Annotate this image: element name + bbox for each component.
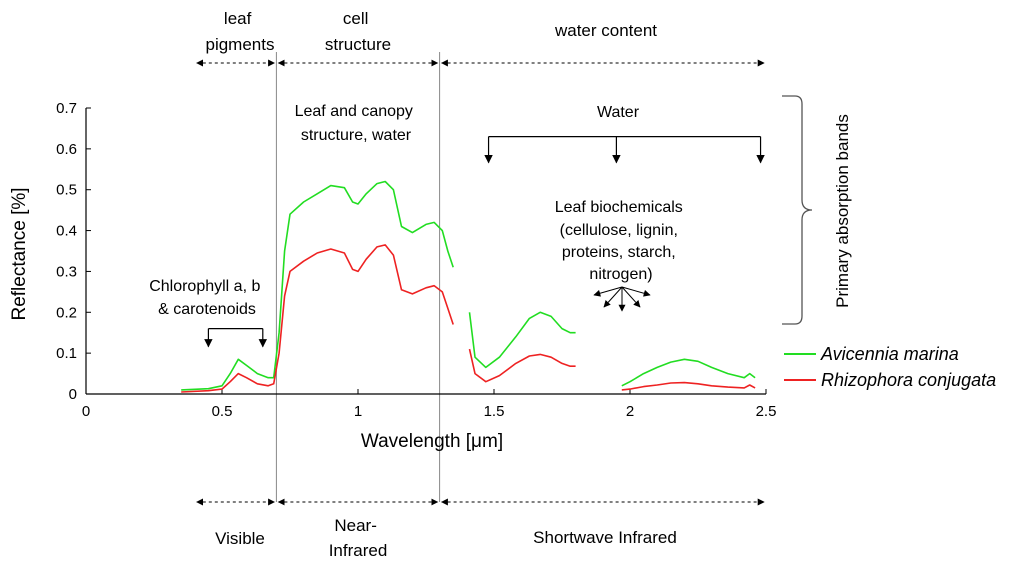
biochemicals-arrow: [621, 286, 651, 297]
series-line-avicennia: [181, 180, 454, 391]
y-axis-title: Reflectance [%]: [9, 187, 30, 320]
annotation-primary-absorption: Primary absorption bands: [833, 114, 852, 308]
biochemicals-arrows: [593, 286, 651, 312]
legend-label-avicennia: Avicennia marina: [820, 344, 959, 364]
y-axis-ticks: 0 0.1 0.2 0.3 0.4 0.5 0.6 0.7: [56, 100, 91, 403]
bottom-region-labels: Visible Near- Infrared Shortwave Infrare…: [215, 516, 677, 560]
x-tick-label: 2.5: [756, 403, 777, 420]
y-tick-label: 0.4: [56, 223, 77, 240]
x-axis-title: Wavelength [μm]: [361, 431, 503, 452]
region-label-water-content: water content: [554, 21, 657, 40]
legend-label-rhizophora: Rhizophora conjugata: [821, 370, 996, 390]
annotations: Leaf and canopy structure, water Water L…: [149, 95, 852, 348]
x-tick-label: 2: [626, 403, 634, 420]
y-tick-label: 0.5: [56, 182, 77, 199]
biochemicals-arrow: [621, 286, 641, 308]
water-bracket: [484, 136, 765, 164]
series-lines: [181, 180, 756, 393]
legend: Avicennia marina Rhizophora conjugata: [784, 344, 996, 390]
region-label-near-infrared: Near- Infrared: [329, 516, 388, 560]
annotation-leaf-canopy: Leaf and canopy structure, water: [295, 103, 418, 144]
x-tick-label: 0: [82, 403, 90, 420]
series-line-avicennia: [621, 358, 756, 387]
y-tick-label: 0.2: [56, 304, 77, 321]
primary-absorption-brace: [782, 95, 813, 325]
chlorophyll-bracket: [204, 328, 267, 348]
series-line-rhizophora: [468, 348, 576, 383]
region-label-cell-structure: cell structure: [325, 9, 391, 54]
region-label-shortwave-infrared: Shortwave Infrared: [533, 528, 677, 547]
x-tick-label: 1.5: [484, 403, 505, 420]
y-tick-label: 0.7: [56, 100, 77, 117]
series-line-rhizophora: [181, 244, 454, 393]
region-dividers: [275, 52, 441, 502]
series-line-rhizophora: [621, 381, 756, 391]
region-label-leaf-pigments: leaf pigments: [206, 9, 275, 54]
y-tick-label: 0.1: [56, 345, 77, 362]
x-tick-label: 1: [354, 403, 362, 420]
axes: [85, 108, 766, 395]
y-tick-label: 0.3: [56, 263, 77, 280]
series-line-avicennia: [468, 311, 576, 369]
annotation-chlorophyll: Chlorophyll a, b & carotenoids: [149, 278, 265, 318]
annotation-leaf-biochemicals: Leaf biochemicals (cellulose, lignin, pr…: [555, 199, 688, 283]
y-tick-label: 0.6: [56, 141, 77, 158]
region-label-visible: Visible: [215, 529, 265, 548]
top-region-labels: leaf pigments cell structure water conte…: [206, 9, 658, 54]
biochemicals-arrow: [593, 286, 623, 297]
y-tick-label: 0: [69, 386, 77, 403]
x-axis-ticks: 0 0.5 1 1.5 2 2.5: [82, 389, 777, 420]
annotation-water: Water: [597, 104, 640, 121]
x-tick-label: 0.5: [212, 403, 233, 420]
biochemicals-arrow: [603, 286, 623, 308]
